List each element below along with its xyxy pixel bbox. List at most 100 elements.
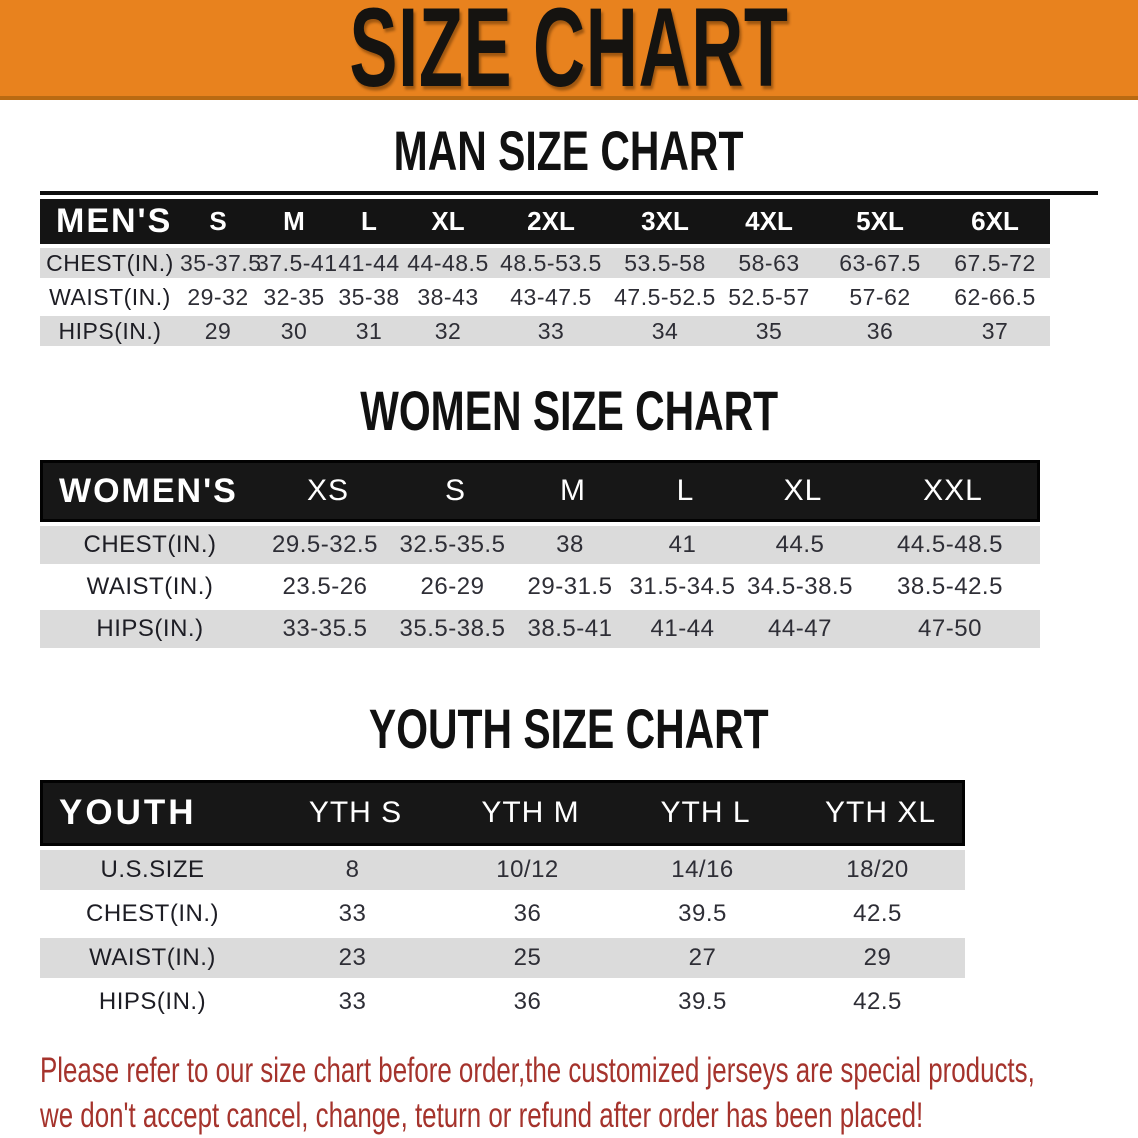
value-cell: 34.5-38.5: [747, 573, 853, 600]
value-cell: 29-32: [187, 283, 249, 310]
table-corner-label: MEN'S: [56, 202, 173, 240]
column-header-cell: YTH L: [660, 796, 751, 829]
row-label-cell: WAIST(IN.): [89, 944, 216, 971]
table-row: WAIST(IN.) 29-32 32-35 35-38 38-43 43-47.5 47.…: [40, 282, 1050, 312]
table-row: WAIST(IN.) 23 25 27 29: [40, 938, 965, 978]
value-cell: 32.5-35.5: [399, 531, 506, 558]
disclaimer: Please refer to our size chart before or…: [40, 1048, 1138, 1138]
value-cell: 33: [537, 317, 565, 344]
youth-section-heading-text: YOUTH SIZE CHART: [369, 697, 769, 760]
value-cell: 18/20: [846, 856, 909, 883]
column-header-cell: 4XL: [745, 206, 793, 236]
value-cell: 67.5-72: [954, 249, 1036, 276]
value-cell: 36: [866, 317, 894, 344]
value-cell: 57-62: [849, 283, 911, 310]
value-cell: 39.5: [678, 988, 727, 1015]
banner: SIZE CHART: [0, 0, 1138, 100]
value-cell: 42.5: [853, 988, 902, 1015]
value-cell: 10/12: [496, 856, 559, 883]
value-cell: 42.5: [853, 900, 902, 927]
mens-table-top-border: [40, 191, 1098, 195]
value-cell: 30: [280, 317, 308, 344]
column-header-cell: M: [283, 206, 305, 236]
column-header-cell: XS: [306, 474, 350, 507]
value-cell: 8: [345, 856, 360, 883]
value-cell: 29: [204, 317, 232, 344]
value-cell: 41-44: [338, 249, 400, 276]
row-label-cell: HIPS(IN.): [98, 988, 207, 1015]
value-cell: 39.5: [678, 900, 727, 927]
column-header-cell: YTH XL: [824, 796, 937, 829]
value-cell: 14/16: [671, 856, 734, 883]
table-header-row: YOUTH YTH S YTH M YTH L YTH XL: [40, 780, 965, 846]
value-cell: 33: [338, 988, 367, 1015]
column-header-cell: 5XL: [856, 206, 904, 236]
value-cell: 35.5-38.5: [399, 615, 506, 642]
value-cell: 52.5-57: [728, 283, 810, 310]
value-cell: 44-47: [768, 615, 832, 642]
value-cell: 35-38: [338, 283, 400, 310]
column-header-cell: S: [209, 206, 227, 236]
value-cell: 31.5-34.5: [629, 573, 736, 600]
man-section-heading-text: MAN SIZE CHART: [394, 119, 744, 182]
column-header-cell: S: [444, 474, 466, 507]
table-row: WAIST(IN.) 23.5-26 26-29 29-31.5 31.5-34.5 34…: [40, 568, 1040, 606]
value-cell: 29-31.5: [527, 573, 613, 600]
value-cell: 47.5-52.5: [614, 283, 716, 310]
value-cell: 38.5-42.5: [897, 573, 1003, 600]
value-cell: 27: [688, 944, 717, 971]
banner-title: SIZE CHART: [349, 0, 789, 100]
column-header-cell: XL: [431, 206, 465, 236]
value-cell: 23: [338, 944, 367, 971]
value-cell: 35: [755, 317, 783, 344]
value-cell: 32: [434, 317, 462, 344]
column-header-cell: L: [676, 474, 695, 507]
row-label-cell: WAIST(IN.): [49, 283, 171, 310]
column-header-cell: 2XL: [527, 206, 575, 236]
value-cell: 36: [513, 900, 542, 927]
column-header-cell: 3XL: [641, 206, 689, 236]
value-cell: 62-66.5: [954, 283, 1036, 310]
value-cell: 33: [338, 900, 367, 927]
table-corner-label: YOUTH: [59, 793, 197, 832]
value-cell: 29: [863, 944, 892, 971]
value-cell: 41-44: [650, 615, 715, 642]
value-cell: 37.5-41: [256, 249, 338, 276]
value-cell: 25: [513, 944, 542, 971]
value-cell: 44.5-48.5: [897, 531, 1003, 558]
mens-size-table: MEN'S S M L XL 2XL 3XL 4XL 5XL 6XL CHEST(IN.) 35-37…: [40, 199, 1098, 346]
row-label-cell: HIPS(IN.): [58, 317, 162, 344]
table-corner-label: WOMEN'S: [59, 471, 238, 510]
value-cell: 31: [355, 317, 383, 344]
disclaimer-line-2: we don't accept cancel, change, teturn o…: [40, 1096, 924, 1135]
value-cell: 34: [651, 317, 679, 344]
column-header-cell: XXL: [923, 474, 983, 507]
table-row: HIPS(IN.) 29 30 31 32 33 34 35 36 37: [40, 316, 1050, 346]
women-section-heading: WOMEN SIZE CHART: [0, 383, 1138, 439]
value-cell: 26-29: [420, 573, 485, 600]
column-header-cell: 6XL: [971, 206, 1019, 236]
table-row: CHEST(IN.) 29.5-32.5 32.5-35.5 38 41 44.5 44.5…: [40, 526, 1040, 564]
table-row: HIPS(IN.) 33-35.5 35.5-38.5 38.5-41 41-44 44-…: [40, 610, 1040, 648]
row-label-cell: HIPS(IN.): [96, 615, 204, 642]
disclaimer-line-1: Please refer to our size chart before or…: [40, 1051, 1035, 1090]
column-header-cell: L: [361, 206, 377, 236]
value-cell: 38: [556, 531, 584, 558]
value-cell: 33-35.5: [282, 615, 368, 642]
row-label-cell: CHEST(IN.): [86, 900, 219, 927]
table-row: CHEST(IN.) 35-37.5 37.5-41 41-44 44-48.5 48.5…: [40, 248, 1050, 278]
table-header-row: MEN'S S M L XL 2XL 3XL 4XL 5XL 6XL: [40, 199, 1050, 244]
value-cell: 23.5-26: [282, 573, 368, 600]
column-header-cell: YTH M: [481, 796, 580, 829]
man-section-heading: MAN SIZE CHART: [0, 119, 1138, 182]
column-header-cell: XL: [783, 474, 823, 507]
column-header-cell: M: [560, 474, 586, 507]
table-row: HIPS(IN.) 33 36 39.5 42.5: [40, 982, 965, 1022]
value-cell: 35-37.5: [180, 249, 262, 276]
row-label-cell: CHEST(IN.): [46, 249, 174, 276]
table-header-row: WOMEN'S XS S M L XL XXL: [40, 460, 1040, 522]
youth-size-table: YOUTH YTH S YTH M YTH L YTH XL U.S.SIZE 8 10/12…: [40, 780, 1098, 1022]
value-cell: 63-67.5: [839, 249, 921, 276]
row-label-cell: CHEST(IN.): [83, 531, 217, 558]
